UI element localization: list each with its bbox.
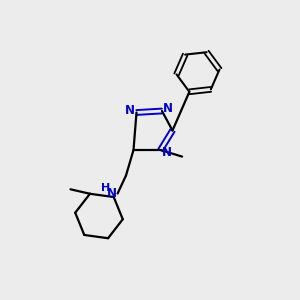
- Text: N: N: [107, 187, 117, 200]
- Text: N: N: [125, 103, 135, 117]
- Text: N: N: [162, 146, 172, 159]
- Text: H: H: [101, 183, 110, 193]
- Text: N: N: [163, 101, 173, 115]
